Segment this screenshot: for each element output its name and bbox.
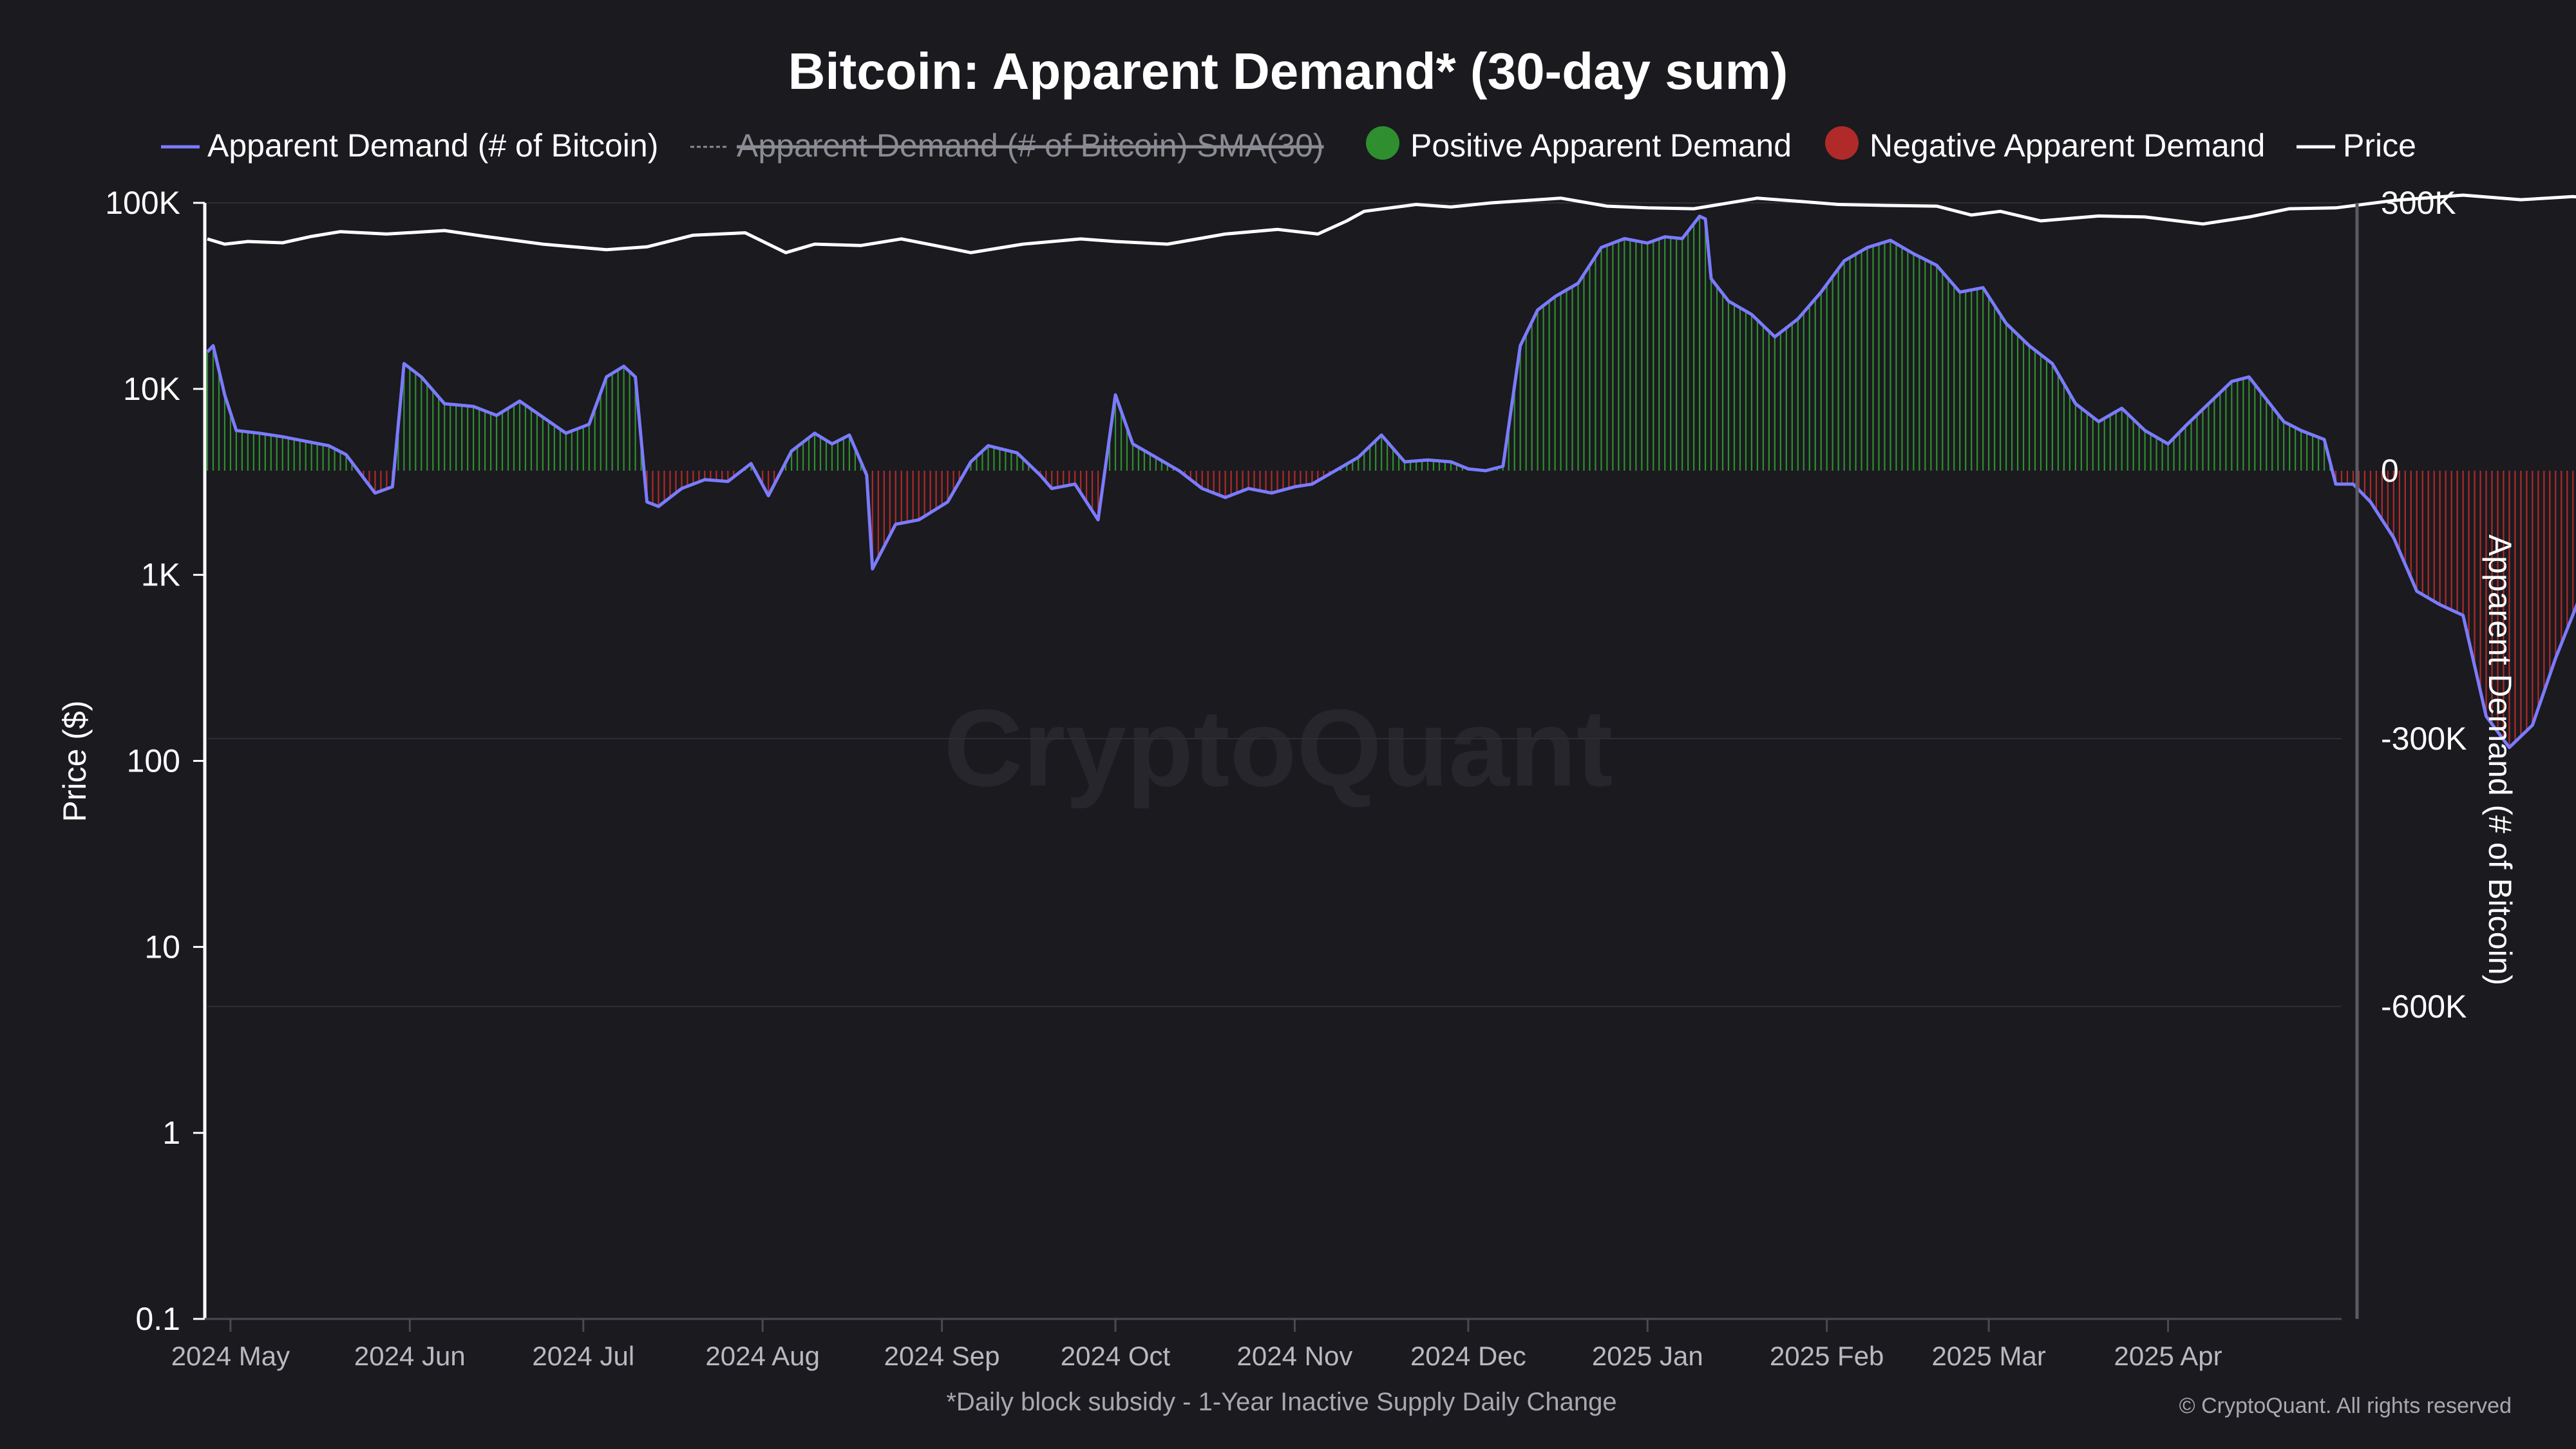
x-tick-label-2: 2024 Jul <box>532 1341 634 1371</box>
x-tick-label-11: 2025 Apr <box>2114 1341 2222 1371</box>
right-axis-label: Apparent Demand (# of Bitcoin) <box>2482 535 2518 985</box>
legend-marker-negative <box>1825 126 1859 160</box>
chart-title: Bitcoin: Apparent Demand* (30-day sum) <box>788 43 1788 100</box>
right-tick-label-2: -300K <box>2381 721 2467 757</box>
x-tick-label-7: 2024 Dec <box>1410 1341 1526 1371</box>
demand-line <box>206 214 2576 750</box>
right-tick-label-1: 0 <box>2381 453 2399 489</box>
right-axis-ticks: 300K 0 -300K -600K <box>2381 185 2467 1025</box>
left-tick-label-3: 100 <box>127 743 180 779</box>
price-line <box>207 193 2576 254</box>
legend-entry-negative[interactable]: Negative Apparent Demand <box>1870 128 2265 164</box>
x-tick-label-10: 2025 Mar <box>1931 1341 2045 1371</box>
legend-entry-price[interactable]: Price <box>2343 128 2416 164</box>
x-tick-label-1: 2024 Jun <box>354 1341 466 1371</box>
demand-bars <box>206 216 2574 748</box>
x-tick-label-0: 2024 May <box>171 1341 290 1371</box>
legend: Apparent Demand (# of Bitcoin) Apparent … <box>161 126 2416 164</box>
legend-marker-positive <box>1366 126 1399 160</box>
x-axis-ticks: 2024 May 2024 Jun 2024 Jul 2024 Aug 2024 Sep… <box>171 1319 2222 1371</box>
right-tick-label-3: -600K <box>2381 989 2467 1025</box>
left-tick-label-4: 10 <box>144 929 180 965</box>
left-tick-label-0: 100K <box>105 185 180 221</box>
x-tick-label-9: 2025 Feb <box>1770 1341 1884 1371</box>
footnote: *Daily block subsidy - 1-Year Inactive S… <box>946 1388 1616 1416</box>
x-tick-label-4: 2024 Sep <box>884 1341 1000 1371</box>
left-tick-label-5: 1 <box>162 1115 180 1151</box>
copyright: © CryptoQuant. All rights reserved <box>2179 1394 2512 1418</box>
x-tick-label-6: 2024 Nov <box>1237 1341 1353 1371</box>
x-tick-label-3: 2024 Aug <box>705 1341 820 1371</box>
right-tick-label-0: 300K <box>2381 185 2456 221</box>
left-tick-label-1: 10K <box>123 371 180 407</box>
legend-entry-demand[interactable]: Apparent Demand (# of Bitcoin) <box>207 128 658 164</box>
left-tick-label-2: 1K <box>141 557 180 593</box>
x-tick-label-8: 2025 Jan <box>1592 1341 1703 1371</box>
grid-lines <box>207 202 2342 1007</box>
left-axis-ticks: 100K 10K 1K 100 10 1 0.1 <box>105 185 205 1337</box>
x-tick-label-5: 2024 Oct <box>1061 1341 1171 1371</box>
legend-entry-sma[interactable]: Apparent Demand (# of Bitcoin) SMA(30) <box>737 128 1324 164</box>
watermark: CryptoQuant <box>944 687 1613 810</box>
left-tick-label-6: 0.1 <box>135 1301 180 1337</box>
series-lines <box>206 193 2576 750</box>
legend-entry-positive[interactable]: Positive Apparent Demand <box>1410 128 1792 164</box>
left-axis-label: Price ($) <box>57 701 93 822</box>
